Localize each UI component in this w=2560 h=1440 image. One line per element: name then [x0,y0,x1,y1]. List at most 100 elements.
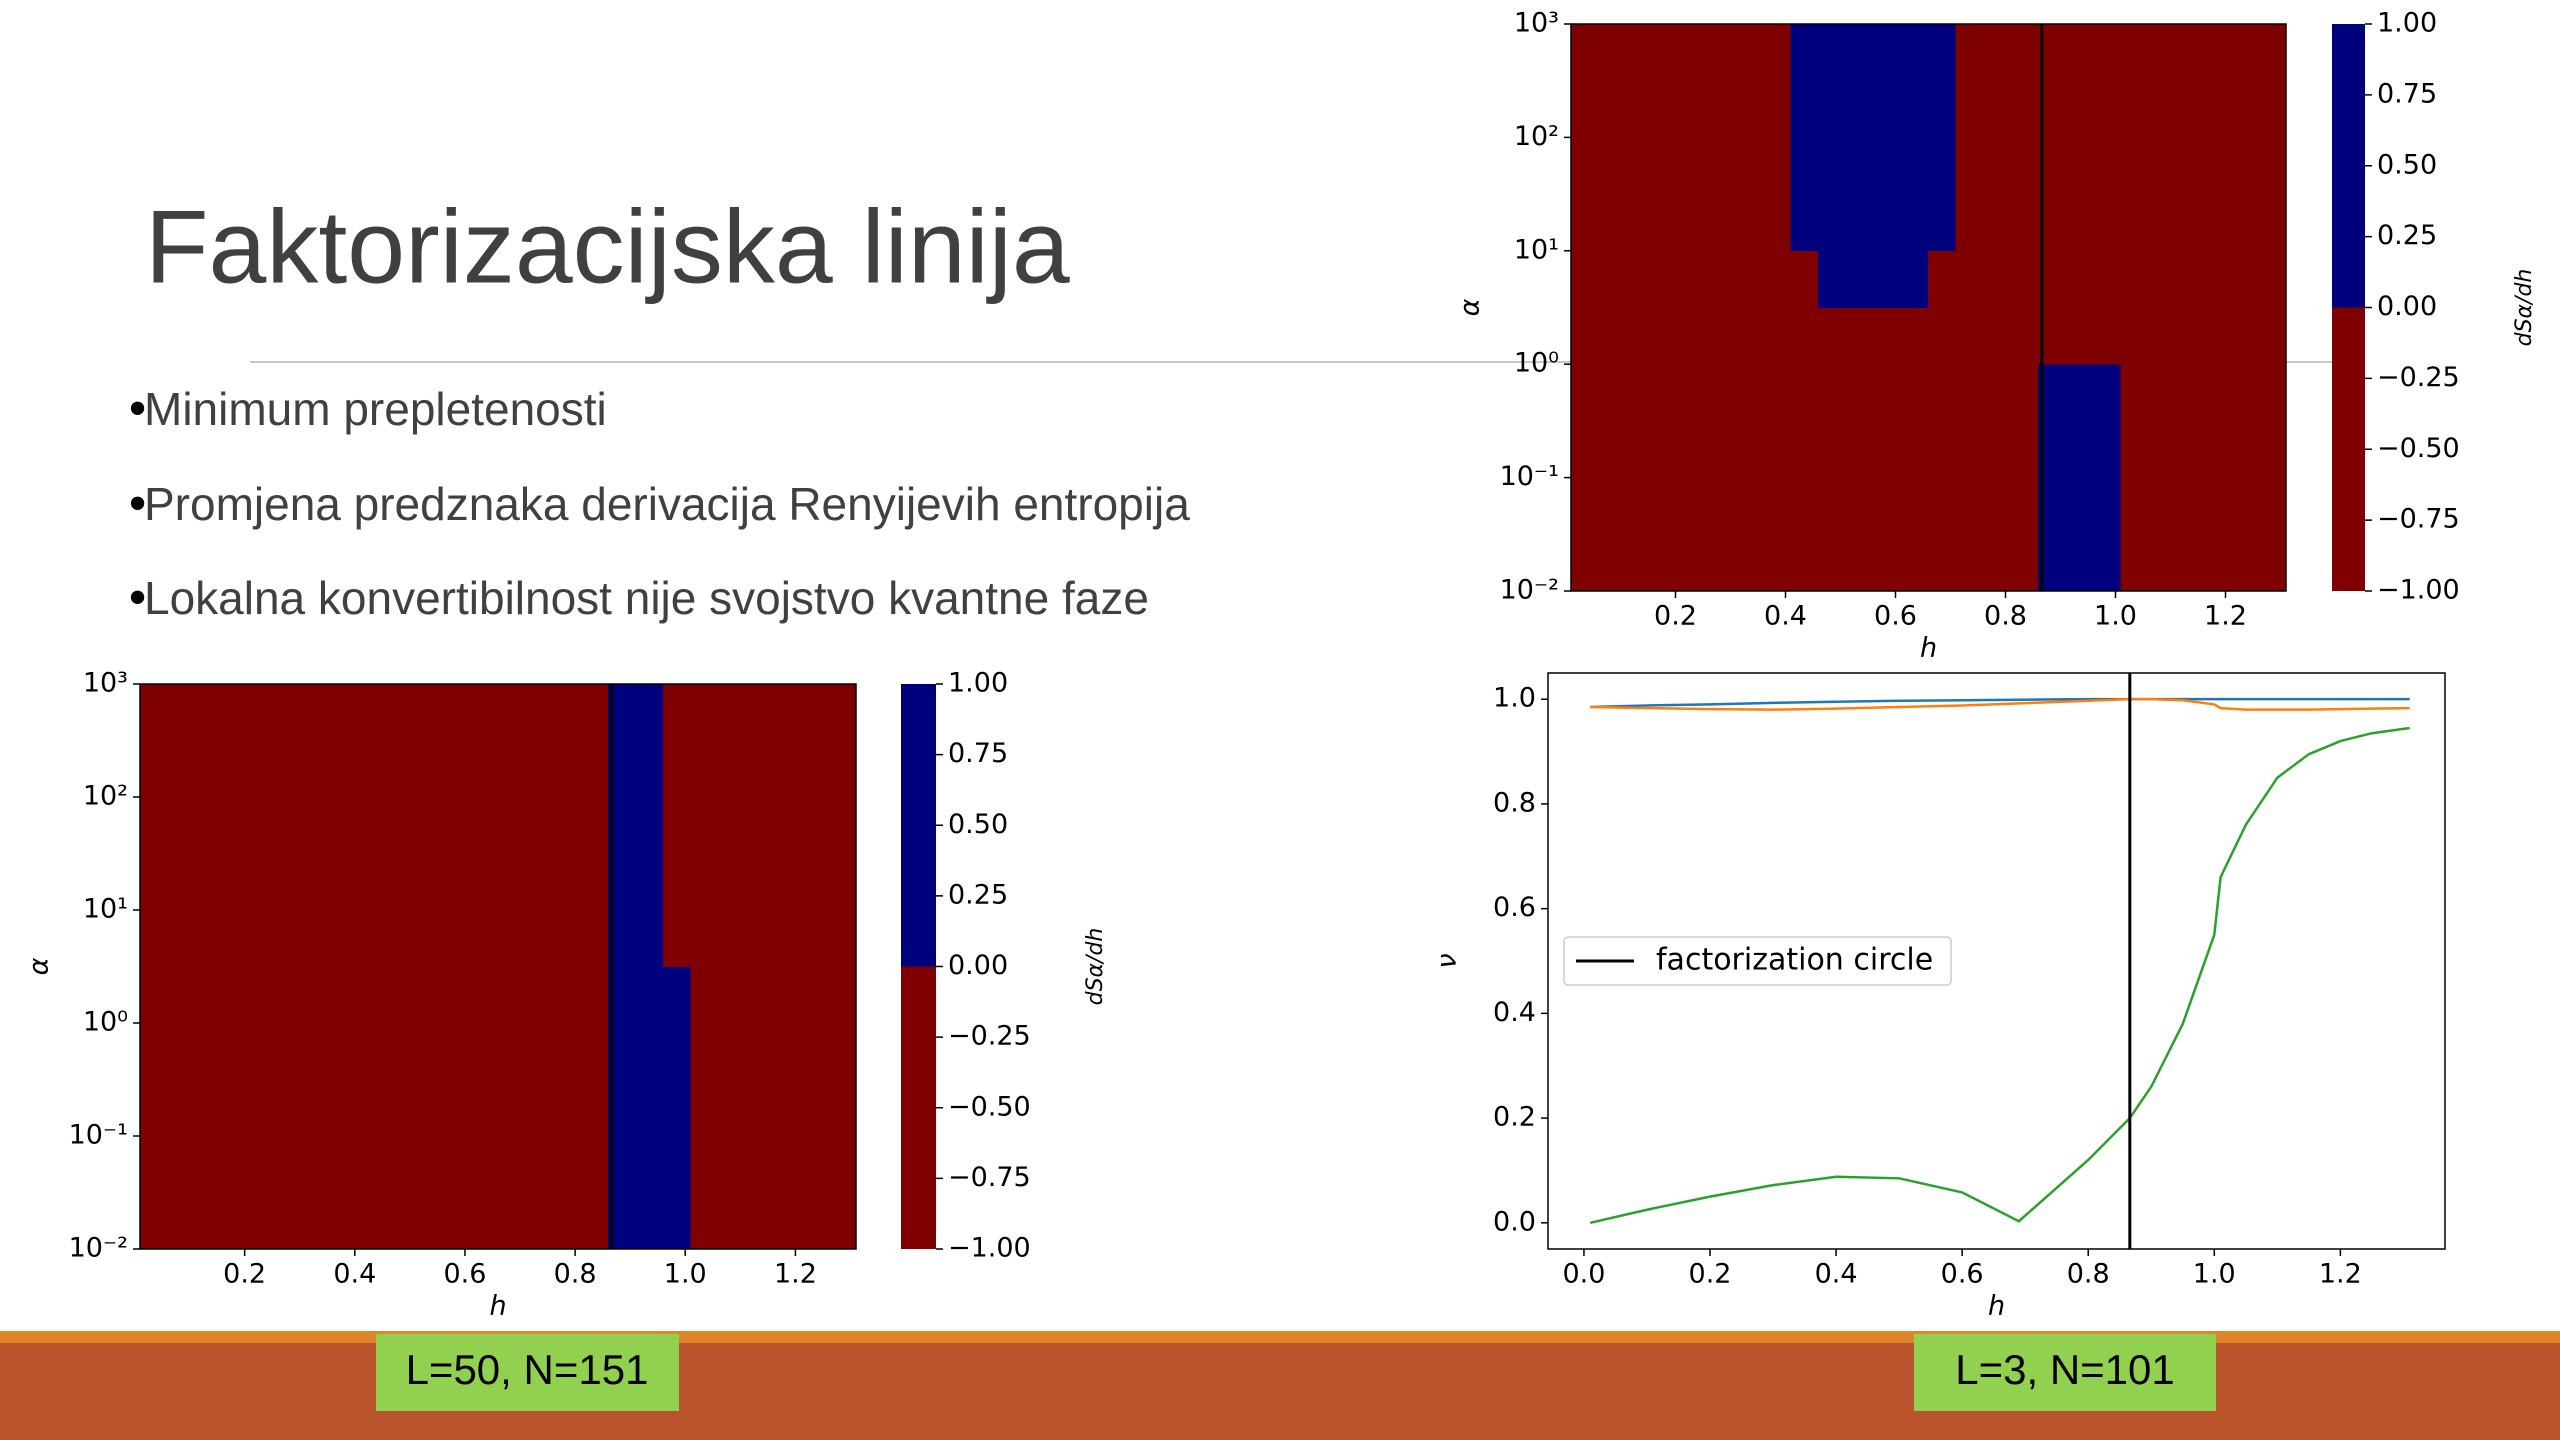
heatmap-cell [470,796,499,854]
heatmap-cell [497,796,526,854]
x-tick-label: 0.8 [554,1259,597,1290]
heatmap-cell [552,796,582,854]
heatmap-cell [690,909,719,967]
heatmap-cell [2175,250,2204,308]
heatmap-cell [690,1079,719,1137]
heatmap-cell [222,796,251,854]
heatmap-cell [2010,250,2039,308]
heatmap-cell [359,1022,389,1080]
heatmap-cell [387,966,416,1024]
heatmap-cell [525,740,554,798]
heatmap-cell [442,1135,471,1193]
x-tick-label: 0.6 [1874,601,1917,632]
plot-frame [139,683,857,1250]
heatmap-cell [497,1135,526,1193]
heatmap-cell [800,796,829,854]
heatmap-cell [662,1192,692,1250]
heatmap-cell [470,740,499,798]
heatmap-cell [194,1192,224,1250]
heatmap-cell [690,683,719,741]
heatmap-cell [2258,363,2287,422]
heatmap-cell [2093,307,2122,365]
heatmap-cell [635,853,664,911]
heatmap-cell [194,1135,224,1193]
heatmap-cell [2175,136,2204,195]
heatmap-cell [167,796,196,854]
bullet-marker: • [124,572,151,626]
heatmap-cell [552,966,582,1024]
heatmap-cell [2093,80,2122,138]
heatmap-cell [1845,23,1874,82]
heatmap-cell [2148,363,2177,422]
heatmap-cell [1873,420,1902,479]
heatmap-cell [2065,136,2094,195]
heatmap-cell [717,909,747,967]
heatmap-cell [414,1079,444,1137]
heatmap-cell [525,1192,554,1250]
colorbar-positive [2332,24,2365,308]
heatmap-cell [387,909,416,967]
heatmap-cell [1873,23,1902,82]
heatmap-cell [1763,363,1792,422]
plot-frame [1547,672,2446,1250]
heatmap-cell [2258,477,2287,535]
heatmap-cell [1763,533,1792,592]
heatmap-cell [332,740,361,798]
heatmap-cell [1653,250,1682,308]
heatmap-cell [1653,420,1682,479]
y-tick-label: 10¹ [83,894,128,925]
heatmap-cell [2258,193,2287,252]
heatmap-cell [139,740,168,798]
y-tick-label: 10⁻² [1500,575,1559,606]
heatmap-cell [139,796,168,854]
heatmap-cell [277,909,306,967]
heatmap-cell [1763,23,1792,82]
heatmap-cell [167,1192,196,1250]
heatmap-cell [1845,533,1874,592]
heatmap-cell [497,966,526,1024]
heatmap-cell [525,966,554,1024]
heatmap-cell [580,1022,609,1080]
heatmap-cell [1845,193,1874,252]
heatmap-cell [662,966,692,1024]
heatmap-cell [222,683,251,741]
heatmap-cell [2065,363,2094,422]
heatmap-cell [1818,136,1847,195]
heatmap-cell [1790,363,1819,422]
heatmap-cell [277,1192,306,1250]
heatmap-cell [1653,136,1682,195]
heatmap-cell [359,853,389,911]
heatmap-cell [442,796,471,854]
heatmap-cell [1735,307,1764,365]
heatmap-cell [1955,23,1984,82]
heatmap-cell [442,740,471,798]
heatmap-cell [2203,363,2232,422]
heatmap-cell [2010,420,2039,479]
heatmap-cell [1873,363,1902,422]
heatmap-cell [1763,80,1792,138]
colorbar-tick-label: −0.50 [948,1091,1031,1122]
heatmap-cell [1598,250,1627,308]
heatmap-cell [1708,307,1737,365]
heatmap-cell [2258,23,2287,82]
heatmap-cell [635,1079,664,1137]
colorbar-tick-label: 0.75 [2377,78,2437,109]
heatmap-cell [1983,250,2012,308]
heatmap-cell [2230,533,2259,592]
heatmap-cell [442,909,471,967]
heatmap-cell [167,909,196,967]
heatmap-cell [1570,193,1599,252]
heatmap-cell [1735,80,1764,138]
heatmap-cell [800,966,829,1024]
heatmap-cell [552,683,582,741]
heatmap-cell [1845,250,1874,308]
heatmap-cell [2148,420,2177,479]
heatmap-cell [332,1135,361,1193]
heatmap-cell [1928,363,1957,422]
heatmap-cell [580,796,609,854]
y-tick-label: 10⁻¹ [69,1120,128,1151]
heatmap-cell [2203,80,2232,138]
heatmap-cell [2258,80,2287,138]
x-tick-label: 1.0 [2094,601,2137,632]
heatmap-cell [1598,363,1627,422]
